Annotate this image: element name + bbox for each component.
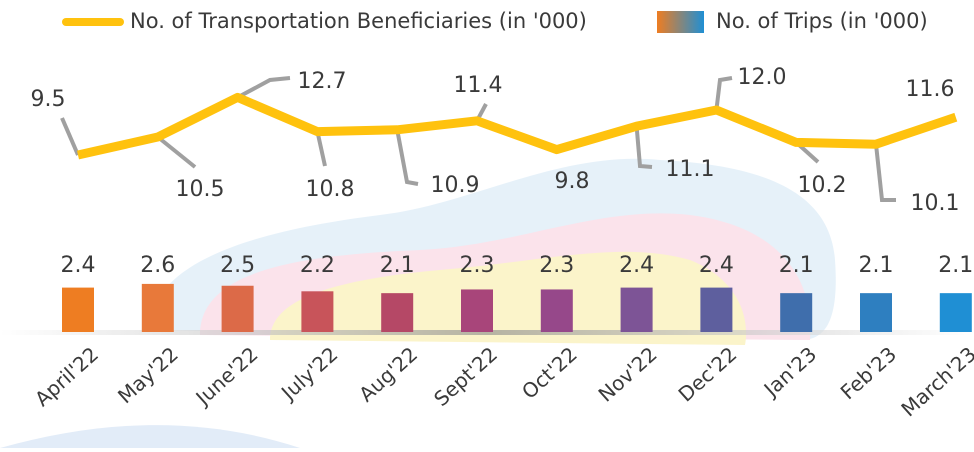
- bar: [461, 289, 493, 332]
- data-label: 9.5: [31, 87, 66, 112]
- leader-line: [158, 137, 195, 167]
- x-tick-label: Jan'23: [758, 342, 821, 403]
- x-tick-label: April'22: [30, 342, 103, 411]
- bar: [940, 293, 972, 332]
- bar: [301, 291, 333, 332]
- legend-swatch-bar: [657, 11, 704, 33]
- bar: [222, 286, 254, 332]
- bar: [62, 288, 94, 332]
- x-tick-label: June'22: [190, 342, 263, 411]
- data-label: 2.3: [539, 253, 574, 278]
- bar: [142, 284, 174, 332]
- bar: [780, 293, 812, 332]
- bar: [381, 293, 413, 332]
- data-label: 9.8: [555, 169, 590, 194]
- data-label: 10.1: [911, 191, 960, 216]
- data-label: 12.7: [298, 69, 347, 94]
- data-label: 2.4: [61, 253, 96, 278]
- x-tick-label: May'22: [113, 342, 183, 408]
- leader-line: [238, 78, 290, 97]
- data-label: 10.5: [176, 177, 225, 202]
- data-label: 11.1: [666, 157, 715, 182]
- data-label: 2.6: [140, 253, 175, 278]
- data-label: 2.1: [859, 253, 894, 278]
- leader-line: [62, 118, 78, 155]
- x-tick-label: Sept'22: [429, 342, 502, 411]
- data-label: 2.2: [300, 253, 335, 278]
- bar: [621, 288, 653, 332]
- chart: No. of Transportation Beneficiaries (in …: [0, 0, 974, 448]
- x-tick-label: Feb'23: [836, 342, 901, 404]
- leader-line: [716, 78, 732, 110]
- bar: [541, 289, 573, 332]
- legend-label: No. of Trips (in '000): [716, 9, 928, 33]
- data-label: 10.8: [306, 177, 355, 202]
- data-label: 2.4: [619, 253, 654, 278]
- x-tick-label: Oct'22: [517, 342, 582, 404]
- data-label: 10.9: [431, 173, 480, 198]
- data-label: 10.2: [798, 173, 847, 198]
- x-tick-label: Nov'22: [594, 342, 662, 407]
- leader-line: [876, 144, 896, 200]
- data-label: 2.5: [220, 253, 255, 278]
- bar: [860, 293, 892, 332]
- data-label: 12.0: [738, 65, 787, 90]
- x-tick-label: Dec'22: [674, 342, 742, 406]
- data-label: 2.1: [380, 253, 415, 278]
- data-label: 11.4: [454, 73, 503, 98]
- leader-line: [397, 130, 418, 184]
- data-label: 2.1: [779, 253, 814, 278]
- data-label: 2.4: [699, 253, 734, 278]
- bar: [700, 288, 732, 332]
- x-tick-label: March'23: [896, 342, 974, 421]
- page: {"chart_data": {"type": "bar-line", "cat…: [0, 0, 974, 448]
- corner-decoration: [0, 425, 300, 448]
- x-tick-label: July'22: [275, 342, 342, 406]
- data-label: 11.6: [906, 77, 955, 102]
- data-label: 2.1: [938, 253, 973, 278]
- line: [78, 97, 956, 155]
- legend-label: No. of Transportation Beneficiaries (in …: [130, 9, 587, 33]
- leader-line: [317, 132, 325, 166]
- data-label: 2.3: [460, 253, 495, 278]
- x-tick-label: Aug'22: [354, 342, 422, 407]
